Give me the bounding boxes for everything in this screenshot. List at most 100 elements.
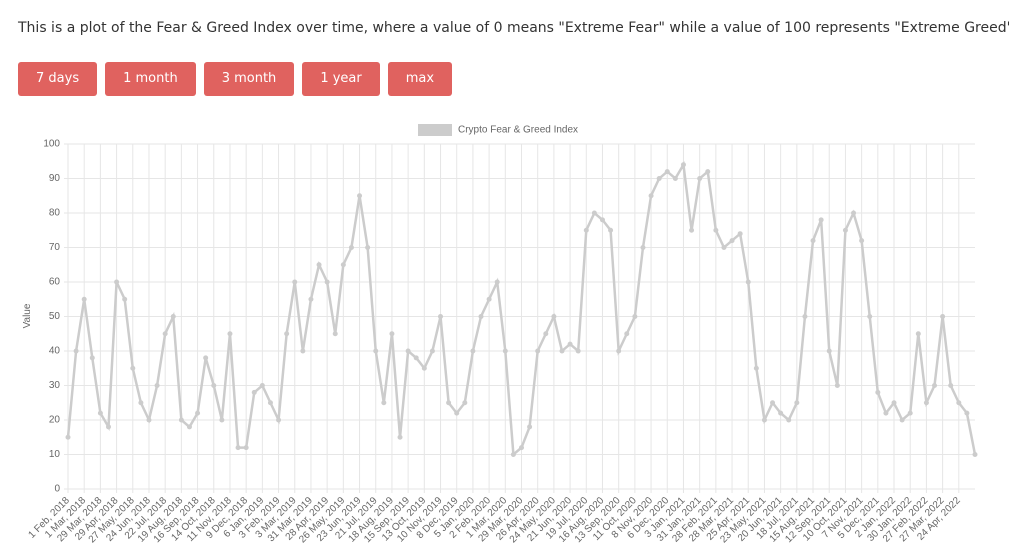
data-point bbox=[316, 262, 322, 268]
data-point bbox=[640, 245, 646, 250]
y-tick-label: 40 bbox=[49, 346, 61, 357]
data-point bbox=[510, 452, 516, 457]
data-point bbox=[972, 452, 978, 457]
data-point bbox=[259, 383, 265, 388]
data-point bbox=[883, 410, 889, 416]
data-point bbox=[429, 348, 435, 354]
data-point bbox=[478, 314, 484, 319]
data-point bbox=[770, 400, 776, 406]
y-tick-label: 90 bbox=[49, 173, 61, 184]
data-point bbox=[219, 417, 225, 423]
data-point bbox=[624, 331, 630, 337]
data-point bbox=[519, 445, 524, 451]
data-point bbox=[567, 341, 573, 347]
data-point bbox=[721, 245, 727, 250]
intro-text: This is a plot of the Fear & Greed Index… bbox=[18, 20, 1009, 36]
data-point bbox=[851, 210, 857, 216]
data-point bbox=[543, 331, 549, 337]
data-point bbox=[729, 238, 735, 244]
data-point bbox=[438, 314, 444, 319]
data-point bbox=[753, 365, 759, 371]
data-point bbox=[203, 355, 209, 361]
data-point bbox=[405, 348, 411, 354]
data-point bbox=[632, 314, 638, 319]
data-point bbox=[251, 389, 257, 395]
data-point bbox=[365, 245, 371, 250]
y-tick-label: 100 bbox=[43, 139, 60, 150]
data-point bbox=[114, 279, 120, 285]
data-point bbox=[802, 314, 808, 319]
range-button[interactable]: 7 days bbox=[18, 62, 98, 96]
data-point bbox=[964, 410, 970, 416]
data-point bbox=[340, 262, 346, 268]
data-point bbox=[348, 245, 354, 250]
data-point bbox=[357, 193, 363, 199]
data-point bbox=[778, 410, 784, 416]
data-point bbox=[875, 389, 881, 395]
data-point bbox=[656, 176, 662, 181]
data-point bbox=[446, 400, 452, 406]
data-point bbox=[648, 193, 654, 199]
data-point bbox=[130, 365, 136, 371]
data-point bbox=[146, 417, 152, 423]
data-point bbox=[940, 314, 946, 319]
data-point bbox=[502, 348, 508, 354]
data-point bbox=[842, 227, 848, 233]
data-point bbox=[494, 279, 500, 285]
data-point bbox=[373, 348, 379, 354]
range-button[interactable]: max bbox=[387, 62, 453, 96]
data-point bbox=[761, 417, 767, 423]
y-tick-label: 30 bbox=[49, 380, 61, 391]
data-point bbox=[389, 331, 395, 337]
range-button[interactable]: 1 month bbox=[105, 62, 196, 96]
data-point bbox=[235, 445, 241, 451]
data-point bbox=[122, 296, 128, 302]
data-point bbox=[276, 417, 282, 423]
data-point bbox=[81, 296, 87, 302]
data-point bbox=[599, 217, 605, 223]
data-point bbox=[73, 348, 79, 354]
data-point bbox=[462, 400, 468, 406]
data-point bbox=[672, 176, 678, 181]
y-tick-label: 70 bbox=[49, 242, 61, 253]
data-point bbox=[308, 296, 314, 302]
data-point bbox=[421, 365, 427, 371]
data-point bbox=[907, 410, 913, 416]
data-point bbox=[818, 217, 824, 223]
data-point bbox=[381, 400, 387, 406]
data-point bbox=[826, 348, 832, 354]
data-point bbox=[932, 383, 938, 388]
data-point bbox=[162, 331, 168, 337]
data-point bbox=[470, 348, 476, 354]
data-point bbox=[267, 400, 273, 406]
data-point bbox=[810, 238, 816, 244]
data-point bbox=[915, 331, 921, 337]
data-point bbox=[324, 279, 330, 285]
data-point bbox=[859, 238, 865, 244]
data-point bbox=[170, 314, 176, 319]
data-point bbox=[211, 383, 217, 388]
data-point bbox=[332, 331, 338, 337]
range-button[interactable]: 3 month bbox=[203, 62, 295, 96]
data-point bbox=[575, 348, 581, 354]
y-tick-label: 50 bbox=[49, 311, 61, 322]
data-point bbox=[948, 383, 954, 388]
data-point bbox=[680, 162, 686, 168]
data-point bbox=[292, 279, 298, 285]
data-point bbox=[867, 314, 873, 319]
data-point bbox=[300, 348, 306, 354]
y-tick-label: 80 bbox=[49, 208, 61, 219]
range-buttons: 7 days 1 month 3 month 1 year max bbox=[18, 62, 453, 96]
legend-swatch bbox=[418, 124, 452, 136]
data-point bbox=[689, 227, 695, 233]
y-tick-label: 0 bbox=[54, 484, 60, 495]
data-point bbox=[786, 417, 792, 423]
y-tick-label: 20 bbox=[49, 415, 61, 426]
data-point bbox=[413, 355, 419, 361]
data-point bbox=[616, 348, 622, 354]
data-point bbox=[454, 410, 460, 416]
data-point bbox=[227, 331, 233, 337]
range-button[interactable]: 1 year bbox=[302, 62, 380, 96]
data-point bbox=[745, 279, 751, 285]
